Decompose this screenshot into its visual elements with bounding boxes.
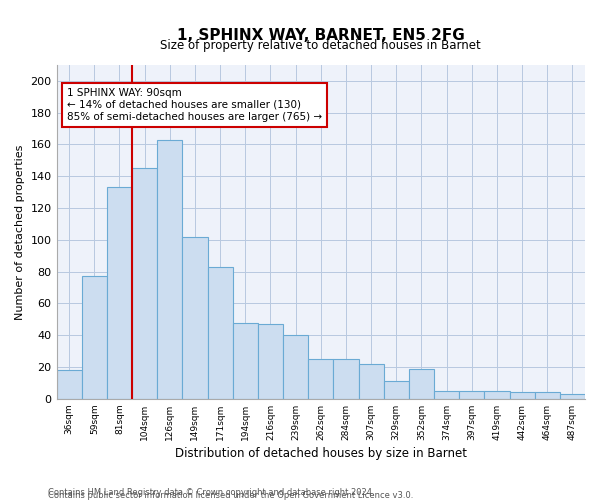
- X-axis label: Distribution of detached houses by size in Barnet: Distribution of detached houses by size …: [175, 447, 467, 460]
- Text: 1 SPHINX WAY: 90sqm
← 14% of detached houses are smaller (130)
85% of semi-detac: 1 SPHINX WAY: 90sqm ← 14% of detached ho…: [67, 88, 322, 122]
- Bar: [359, 364, 383, 399]
- Text: Contains public sector information licensed under the Open Government Licence v3: Contains public sector information licen…: [48, 491, 413, 500]
- Bar: [258, 324, 283, 399]
- Bar: [535, 392, 560, 399]
- Bar: [208, 267, 233, 399]
- Bar: [509, 392, 535, 399]
- Title: 1, SPHINX WAY, BARNET, EN5 2FG: 1, SPHINX WAY, BARNET, EN5 2FG: [177, 28, 464, 43]
- Bar: [56, 370, 82, 399]
- Bar: [409, 368, 434, 399]
- Y-axis label: Number of detached properties: Number of detached properties: [15, 144, 25, 320]
- Bar: [157, 140, 182, 399]
- Bar: [434, 391, 459, 399]
- Bar: [560, 394, 585, 399]
- Bar: [283, 335, 308, 399]
- Bar: [107, 188, 132, 399]
- Bar: [82, 276, 107, 399]
- Text: Contains HM Land Registry data © Crown copyright and database right 2024.: Contains HM Land Registry data © Crown c…: [48, 488, 374, 497]
- Bar: [233, 322, 258, 399]
- Bar: [308, 359, 334, 399]
- Bar: [182, 236, 208, 399]
- Bar: [132, 168, 157, 399]
- Bar: [459, 391, 484, 399]
- Text: Size of property relative to detached houses in Barnet: Size of property relative to detached ho…: [160, 38, 481, 52]
- Bar: [383, 382, 409, 399]
- Bar: [484, 391, 509, 399]
- Bar: [334, 359, 359, 399]
